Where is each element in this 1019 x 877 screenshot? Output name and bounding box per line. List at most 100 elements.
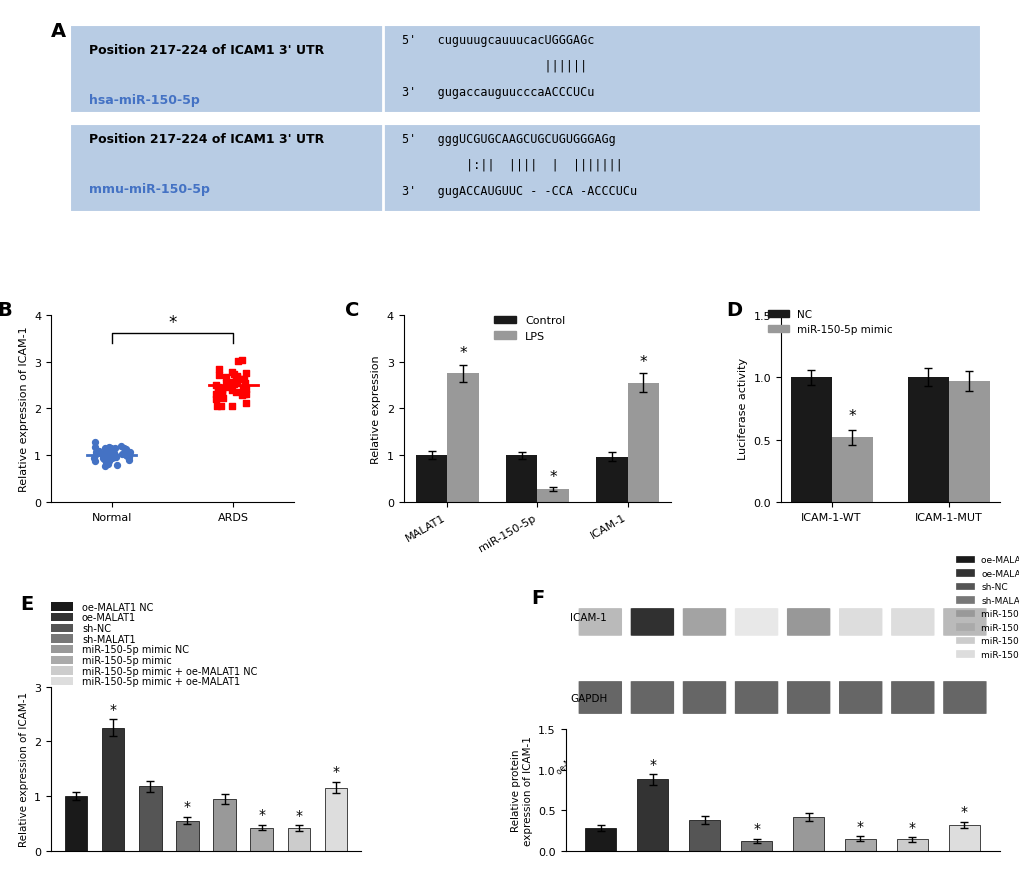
Bar [416,456,447,503]
Point [103,442,119,456]
Point [223,384,239,398]
Point [120,449,137,463]
Point [95,452,111,466]
Point [237,388,254,402]
Text: ICAM-1: ICAM-1 [570,612,606,623]
Bar [51,645,72,653]
Bar [537,489,569,503]
Bar [585,828,615,851]
Text: Position 217-224 of ICAM1 3' UTR: Position 217-224 of ICAM1 3' UTR [89,44,324,57]
Bar [324,788,346,851]
Text: sh-MALAT1: sh-MALAT1 [719,730,756,766]
Point [87,452,103,466]
Point [113,439,129,453]
Bar [176,821,199,851]
Point [210,381,226,396]
Point [208,378,224,392]
Text: oe-MALAT1 NC: oe-MALAT1 NC [82,602,153,612]
Bar [792,816,823,851]
Bar [637,780,667,851]
Point [106,446,122,460]
Point [225,378,242,392]
Point [213,383,229,397]
Point [107,450,123,464]
Y-axis label: Relative expression of ICAM-1: Relative expression of ICAM-1 [18,326,29,492]
Y-axis label: Relative protein
expression of ICAM-1: Relative protein expression of ICAM-1 [511,735,532,845]
Text: *: * [332,765,339,779]
Point [219,378,235,392]
FancyBboxPatch shape [943,609,985,636]
Bar [948,381,988,503]
Point [115,441,131,455]
Point [98,454,114,468]
Bar [51,667,72,675]
Point [98,447,114,461]
Bar [51,677,72,686]
Text: oe-MALAT1: oe-MALAT1 [615,730,652,766]
Text: E: E [20,595,34,614]
Text: sh-NC: sh-NC [82,624,111,633]
Point [96,448,112,462]
Point [233,373,250,387]
Bar [287,828,310,851]
Point [218,371,234,385]
FancyBboxPatch shape [630,681,674,714]
FancyBboxPatch shape [682,681,726,714]
Point [236,387,253,401]
Text: *: * [856,819,863,833]
Text: ||||||: |||||| [401,60,587,73]
Point [97,446,113,460]
Point [207,393,223,407]
Point [234,389,251,403]
Text: miR-150-5p mimic + oe-MALAT1 NC: miR-150-5p mimic + oe-MALAT1 NC [82,666,257,676]
Point [214,384,230,398]
Point [222,376,238,390]
Point [210,362,226,376]
Point [213,400,229,414]
Point [121,453,138,467]
Point [88,445,104,459]
Text: *: * [168,314,176,332]
Bar [627,383,658,503]
Bar [51,624,72,632]
Text: sh-NC: sh-NC [682,730,704,752]
Bar [689,820,719,851]
Point [210,380,226,394]
Point [98,455,114,469]
FancyBboxPatch shape [578,681,622,714]
Point [107,449,123,463]
Bar [830,438,871,503]
Text: miR-150-5p mimic + oe-MALAT1: miR-150-5p mimic + oe-MALAT1 [82,676,239,687]
Point [208,400,224,414]
Legend: oe-MALAT1 NC, oe-MALAT1, sh-NC, sh-MALAT1, miR-150-5p mimic NC, miR-150-5p mimic: oe-MALAT1 NC, oe-MALAT1, sh-NC, sh-MALAT… [952,552,1019,663]
Text: miR-150-5p
mimic NC: miR-150-5p mimic NC [762,730,808,775]
Point [121,451,138,465]
Point [223,379,239,393]
Text: |:||  ||||  |  |||||||: |:|| |||| | ||||||| [401,159,623,172]
Legend: NC, miR-150-5p mimic: NC, miR-150-5p mimic [763,305,897,339]
Point [107,442,123,456]
Text: B: B [0,300,12,319]
Point [227,386,244,400]
Text: *: * [549,470,556,485]
Point [99,443,115,457]
Point [228,371,245,385]
Text: mmu-miR-150-5p: mmu-miR-150-5p [89,183,210,196]
FancyBboxPatch shape [578,609,622,636]
Text: *: * [960,804,967,818]
Point [214,391,230,405]
Text: GAPDH: GAPDH [570,693,606,702]
Text: hsa-miR-150-5p: hsa-miR-150-5p [89,94,200,107]
Text: miR-150-5p
mimic +
oe-MALAT1 NC: miR-150-5p mimic + oe-MALAT1 NC [852,730,912,790]
FancyBboxPatch shape [943,681,985,714]
Bar [140,786,161,851]
Bar [741,841,771,851]
Bar [447,374,479,503]
Point [106,451,122,465]
Point [221,381,237,395]
Text: 5'   cuguuugcauuucacUGGGAGc: 5' cuguuugcauuucacUGGGAGc [401,33,594,46]
Point [108,459,124,473]
Point [217,376,233,390]
Text: *: * [908,820,915,834]
Point [213,383,229,397]
